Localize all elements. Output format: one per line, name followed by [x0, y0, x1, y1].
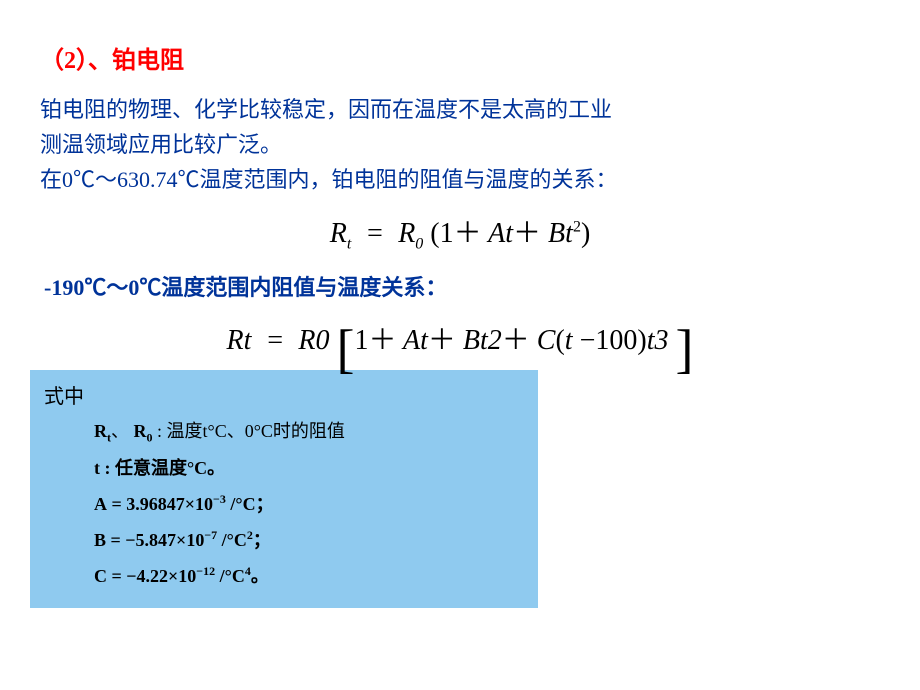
A-eq: =: [112, 494, 122, 514]
A-unit: /°C；: [230, 494, 273, 514]
const-A: A = 3.96847×10−3 /°C；: [94, 490, 524, 516]
f2-sq: 2: [488, 325, 502, 356]
f1-plus2: ＋: [513, 218, 541, 249]
f1-plus1: ＋: [454, 218, 482, 249]
const-C: C = −4.22×10−12 /°C4。: [94, 562, 524, 588]
B-unit: /°C: [222, 530, 247, 550]
f2-open: (: [555, 325, 564, 356]
f1-t2: t: [565, 218, 573, 249]
f1-sq: 2: [573, 219, 581, 236]
A-name: A: [94, 494, 107, 514]
f1-open: (: [430, 218, 439, 249]
formula-1: Rt = R0 (1＋ At＋ Bt2): [40, 211, 880, 254]
B-exp: −7: [204, 528, 217, 542]
C-base: 10: [178, 566, 196, 586]
f2-t2: t: [480, 325, 488, 356]
f2-t3: t: [565, 325, 573, 356]
defs-line-1: Rt、 R0 : 温度t°C、0°C时的阻值: [94, 417, 524, 446]
f1-rhs-sub: 0: [415, 236, 423, 253]
f2-C: C: [537, 325, 556, 356]
C-eq: =: [112, 566, 122, 586]
definitions-box: 式中 Rt、 R0 : 温度t°C、0°C时的阻值 t : 任意温度°C。 A …: [30, 370, 538, 608]
f1-one: 1: [440, 218, 454, 249]
f2-rhs-sub: 0: [315, 325, 329, 356]
const-B: B = −5.847×10−7 /°C2；: [94, 526, 524, 552]
C-times: ×: [168, 566, 178, 586]
defs-line-2: t : 任意温度°C。: [94, 454, 524, 480]
paragraph-2: 在0℃～630.74℃温度范围内，铂电阻的阻值与温度的关系：: [40, 165, 880, 196]
f2-minus: −: [580, 325, 596, 356]
f2-B: B: [463, 325, 480, 356]
defs-sep: 、: [111, 421, 129, 441]
B-val: 5.847: [136, 530, 177, 550]
f2-one: 1: [354, 325, 368, 356]
formula-2: Rt = R0 [1＋ At＋ Bt2＋ C(t −100)t3 ]: [40, 318, 880, 358]
A-val: 3.96847: [126, 494, 185, 514]
C-exp: −12: [196, 564, 215, 578]
defs-R2: R: [134, 421, 147, 441]
f2-hund: 100: [595, 325, 637, 356]
f1-rhs-var: R: [398, 218, 415, 249]
f2-plus2: ＋: [428, 325, 456, 356]
C-name: C: [94, 566, 107, 586]
slide-content: （2）、铂电阻 铂电阻的物理、化学比较稳定，因而在温度不是太高的工业 测温领域应…: [0, 0, 920, 608]
f2-plus1: ＋: [368, 325, 396, 356]
defs-R1: R: [94, 421, 107, 441]
B-eq: =: [111, 530, 121, 550]
C-period: 。: [251, 566, 269, 586]
f2-lhs-sub: t: [244, 325, 252, 356]
f1-A: A: [488, 218, 505, 249]
f2-rhs-var: R: [298, 325, 315, 356]
defs-label: 式中: [44, 380, 524, 409]
paragraph-1-line-1: 铂电阻的物理、化学比较稳定，因而在温度不是太高的工业: [40, 95, 880, 126]
f2-plus3: ＋: [502, 325, 530, 356]
B-base: 10: [186, 530, 204, 550]
B-times: ×: [176, 530, 186, 550]
C-neg: −: [126, 566, 136, 586]
defs-line2: t : 任意温度°C。: [94, 458, 225, 478]
B-neg: −: [125, 530, 135, 550]
C-val: 4.22: [137, 566, 169, 586]
f2-lhs-var: R: [227, 325, 244, 356]
paragraph-3: -190℃～0℃温度范围内阻值与温度关系：: [40, 270, 880, 302]
f1-lhs-var: R: [330, 218, 347, 249]
f2-cube: 3: [654, 325, 668, 356]
section-heading: （2）、铂电阻: [40, 40, 880, 75]
B-name: B: [94, 530, 106, 550]
A-base: 10: [195, 494, 213, 514]
paragraph-1-line-2: 测温领域应用比较广泛。: [40, 130, 880, 161]
f2-A: A: [403, 325, 420, 356]
B-semi: ；: [253, 530, 271, 550]
f2-close: ): [637, 325, 646, 356]
f1-lhs-sub: t: [347, 236, 351, 253]
f1-close: ): [581, 218, 590, 249]
A-exp: −3: [213, 492, 226, 506]
A-times: ×: [185, 494, 195, 514]
f1-t1: t: [505, 218, 513, 249]
C-unit: /°C: [220, 566, 245, 586]
f1-B: B: [548, 218, 565, 249]
f2-t1: t: [420, 325, 428, 356]
defs-line1-rest: : 温度t°C、0°C时的阻值: [153, 421, 345, 441]
